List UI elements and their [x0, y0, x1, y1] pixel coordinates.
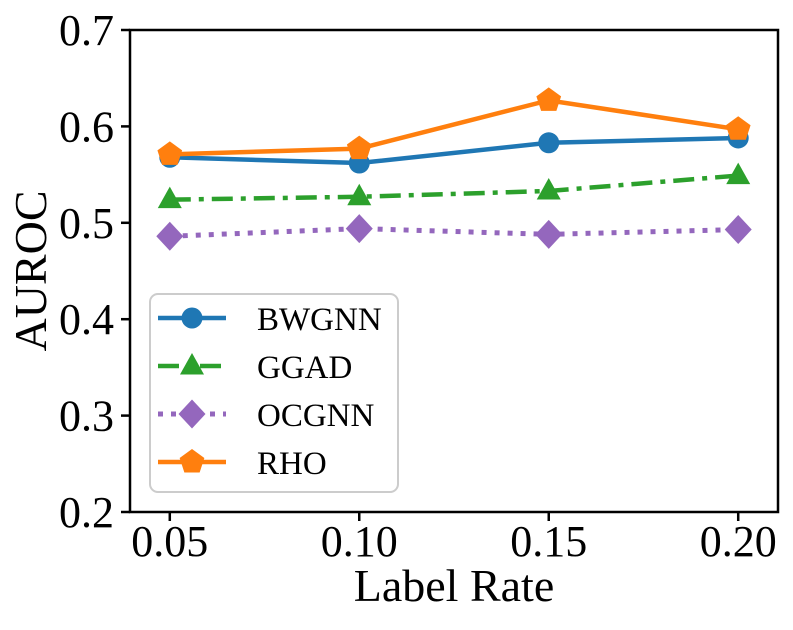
bwgnn-marker — [538, 132, 560, 154]
y-tick-label: 0.5 — [59, 199, 114, 248]
y-tick-label: 0.2 — [59, 488, 114, 537]
legend: BWGNN GGAD OCGNN RHO — [149, 293, 399, 493]
y-tick-label: 0.4 — [59, 295, 114, 344]
ocgnn-marker — [724, 215, 752, 245]
plot-frame — [128, 28, 780, 514]
rho-marker — [157, 141, 183, 165]
ggad-marker — [157, 186, 182, 209]
rho-marker — [346, 135, 372, 160]
legend-box — [149, 293, 399, 493]
data-series — [156, 87, 752, 251]
x-axis-label: Label Rate — [354, 560, 555, 611]
ggad-line — [169, 173, 739, 202]
ocgnn-marker — [156, 221, 184, 251]
x-tick-label: 0.20 — [700, 517, 777, 566]
y-tick-label: 0.6 — [59, 102, 114, 151]
legend-entry-label: OCGNN — [257, 398, 375, 434]
x-tick-label: 0.10 — [321, 517, 398, 566]
y-axis-label: AUROC — [5, 190, 56, 351]
legend-marker-rho — [179, 449, 205, 473]
y-tick-label: 0.3 — [59, 392, 114, 441]
x-tick-label: 0.15 — [510, 517, 587, 566]
rho-marker — [725, 116, 751, 140]
x-tick-label: 0.05 — [131, 517, 208, 566]
ocgnn-marker — [535, 219, 563, 249]
ggad-marker — [536, 177, 561, 200]
ggad-marker — [726, 162, 751, 185]
ocgnn-line — [169, 226, 739, 239]
legend-entry-label: RHO — [257, 446, 327, 482]
ggad-marker — [347, 183, 372, 206]
axis-ticks: 0.05 0.10 0.15 0.20 0.2 0.3 0.4 0.5 0.6 0.7 — [59, 6, 777, 566]
legend-marker-ggad — [180, 353, 204, 375]
y-tick-label: 0.7 — [59, 6, 114, 55]
legend-marker-bwgnn — [181, 307, 203, 329]
legend-entry-label: GGAD — [257, 350, 352, 386]
legend-entry-label: BWGNN — [257, 302, 382, 338]
legend-marker-ocgnn — [178, 399, 206, 429]
ocgnn-marker — [345, 214, 373, 244]
rho-marker — [536, 87, 562, 111]
bwgnn-line — [169, 135, 739, 166]
rho-line — [169, 98, 739, 157]
